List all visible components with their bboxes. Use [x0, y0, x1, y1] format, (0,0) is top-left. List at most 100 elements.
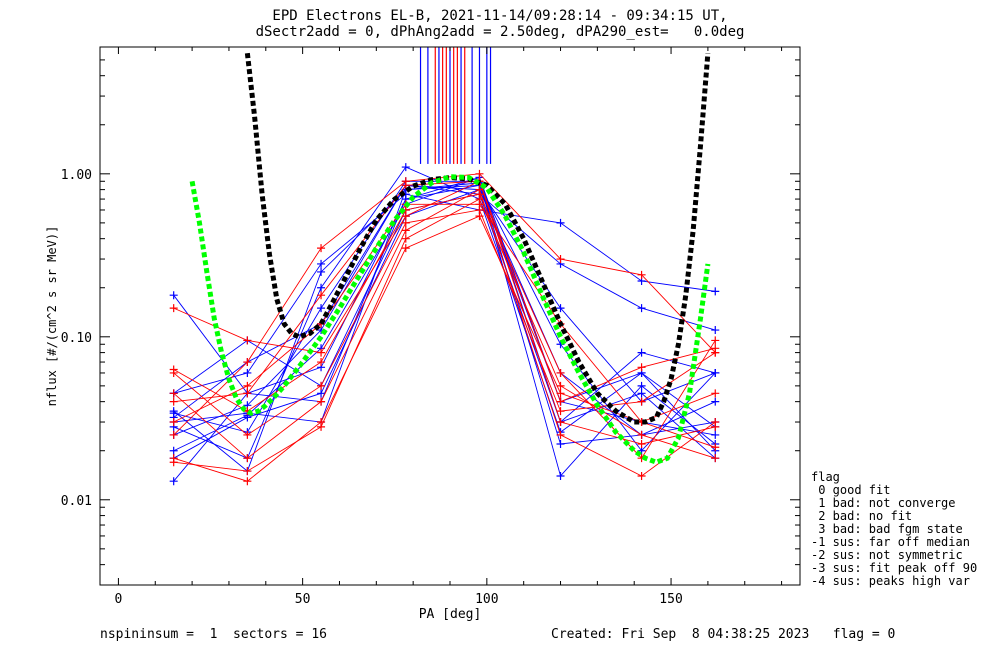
- data-point: [317, 291, 326, 300]
- data-point: [711, 326, 720, 335]
- data-point: [317, 267, 326, 276]
- series-line: [173, 198, 716, 472]
- data-point: [711, 443, 720, 452]
- series-line: [173, 176, 716, 423]
- spike-lines: [419, 47, 492, 164]
- data-point: [401, 218, 410, 227]
- fit-curve-green: [189, 174, 711, 465]
- legend-item: 0 good fit: [811, 483, 891, 497]
- data-point: [637, 389, 646, 398]
- data-point: [169, 477, 178, 486]
- series-line: [173, 180, 716, 445]
- data-point: [401, 226, 410, 235]
- series-line: [173, 180, 716, 403]
- series-line: [173, 189, 716, 459]
- data-point: [711, 422, 720, 431]
- data-point: [243, 336, 252, 345]
- data-point: [475, 190, 484, 199]
- data-point: [401, 234, 410, 243]
- series-line: [173, 188, 716, 477]
- data-point: [637, 363, 646, 372]
- data-point: [317, 381, 326, 390]
- data-point: [169, 397, 178, 406]
- footer-created-info: Created: Fri Sep 8 04:38:25 2023 flag = …: [551, 627, 896, 642]
- data-series: [169, 163, 720, 486]
- data-point: [711, 389, 720, 398]
- y-axis-label: nflux [#/(cm^2 s sr MeV)]: [45, 226, 59, 407]
- chart-title-line1: EPD Electrons EL-B, 2021-11-14/09:28:14 …: [272, 8, 728, 24]
- x-tick-label: 50: [295, 592, 311, 607]
- series-line: [173, 203, 716, 423]
- x-tick-label: 150: [659, 592, 682, 607]
- data-point: [317, 304, 326, 313]
- data-point: [401, 163, 410, 172]
- series-line: [173, 180, 716, 477]
- data-point: [475, 169, 484, 178]
- data-point: [317, 259, 326, 268]
- y-tick-label: 0.01: [61, 494, 92, 509]
- legend-item: -4 sus: peaks high var: [811, 574, 970, 588]
- data-point: [637, 270, 646, 279]
- data-point: [169, 389, 178, 398]
- legend-item: -3 sus: fit peak off 90: [811, 561, 978, 575]
- data-point: [556, 368, 565, 377]
- x-axis-label: PA [deg]: [419, 607, 482, 622]
- series-line: [173, 184, 716, 482]
- data-point: [317, 358, 326, 367]
- data-point: [556, 471, 565, 480]
- series-line: [173, 173, 716, 436]
- data-point: [317, 283, 326, 292]
- data-point: [401, 244, 410, 253]
- series-line: [173, 184, 716, 418]
- series-line: [173, 182, 716, 445]
- data-point: [637, 446, 646, 455]
- data-point: [637, 348, 646, 357]
- series-line: [173, 184, 716, 472]
- legend-item: -2 sus: not symmetric: [811, 548, 963, 562]
- series-line: [173, 193, 716, 394]
- data-point: [637, 397, 646, 406]
- footer-spin-info: nspininsum = 1 sectors = 16: [100, 627, 327, 642]
- y-tick-label: 0.10: [61, 331, 92, 346]
- data-point: [637, 471, 646, 480]
- data-point: [169, 418, 178, 427]
- data-point: [317, 244, 326, 253]
- x-tick-label: 100: [475, 592, 498, 607]
- data-point: [556, 407, 565, 416]
- data-point: [243, 430, 252, 439]
- data-point: [556, 418, 565, 427]
- data-point: [243, 381, 252, 390]
- data-point: [401, 212, 410, 221]
- data-point: [711, 336, 720, 345]
- data-point: [317, 389, 326, 398]
- series-line: [173, 209, 716, 436]
- data-point: [243, 358, 252, 367]
- data-point: [243, 467, 252, 476]
- data-point: [637, 439, 646, 448]
- series-line: [173, 184, 716, 459]
- data-point: [169, 430, 178, 439]
- data-point: [711, 430, 720, 439]
- data-point: [711, 397, 720, 406]
- data-point: [169, 446, 178, 455]
- data-point: [401, 181, 410, 190]
- data-point: [556, 218, 565, 227]
- data-point: [711, 287, 720, 296]
- data-point: [243, 368, 252, 377]
- data-point: [243, 477, 252, 486]
- data-point: [169, 458, 178, 467]
- data-point: [243, 454, 252, 463]
- fit-curve-black: [244, 52, 711, 425]
- data-point: [637, 304, 646, 313]
- data-point: [711, 368, 720, 377]
- data-point: [637, 381, 646, 390]
- data-point: [169, 365, 178, 374]
- fit-curves: [189, 52, 711, 465]
- data-point: [317, 422, 326, 431]
- data-point: [169, 304, 178, 313]
- legend-item: -1 sus: far off median: [811, 535, 970, 549]
- data-point: [556, 381, 565, 390]
- data-point: [556, 439, 565, 448]
- legend-item: 3 bad: bad fgm state: [811, 522, 963, 536]
